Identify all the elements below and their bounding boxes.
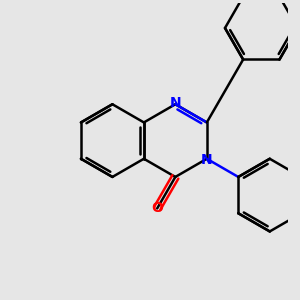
Text: N: N (169, 96, 181, 110)
Text: O: O (151, 201, 163, 215)
Text: N: N (201, 153, 213, 167)
